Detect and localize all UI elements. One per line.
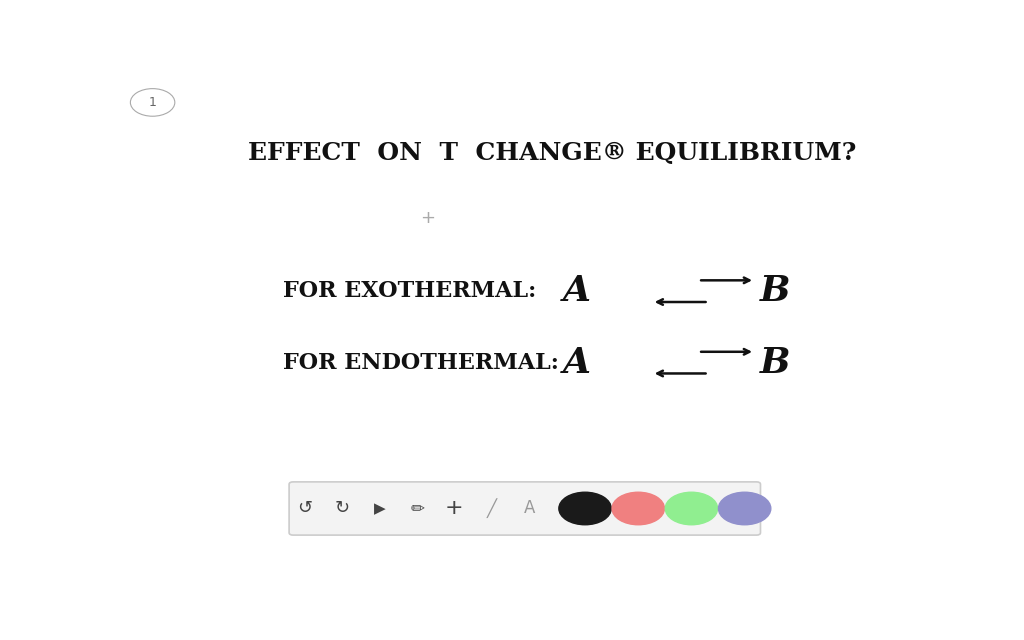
Text: +: + [445, 499, 464, 518]
Text: A: A [562, 346, 591, 380]
Text: FOR ENDOTHERMAL:: FOR ENDOTHERMAL: [283, 351, 559, 374]
Text: ⬜: ⬜ [561, 499, 571, 518]
Circle shape [559, 492, 611, 525]
Text: B: B [760, 346, 791, 380]
Text: +: + [421, 209, 435, 227]
Text: A: A [562, 274, 591, 308]
Text: ↻: ↻ [335, 499, 350, 518]
Text: ▶: ▶ [374, 501, 386, 516]
Text: EFFECT  ON  T  CHANGE® EQUILIBRIUM?: EFFECT ON T CHANGE® EQUILIBRIUM? [249, 141, 857, 165]
Text: 1: 1 [148, 96, 157, 109]
Circle shape [719, 492, 771, 525]
Circle shape [612, 492, 665, 525]
Text: ╱: ╱ [486, 499, 497, 518]
Circle shape [130, 88, 175, 116]
FancyBboxPatch shape [289, 482, 761, 535]
Text: FOR EXOTHERMAL:: FOR EXOTHERMAL: [283, 280, 536, 302]
Text: ↺: ↺ [297, 499, 312, 518]
Text: B: B [760, 274, 791, 308]
Text: ✏: ✏ [411, 499, 424, 518]
Text: A: A [523, 499, 535, 518]
Circle shape [666, 492, 718, 525]
